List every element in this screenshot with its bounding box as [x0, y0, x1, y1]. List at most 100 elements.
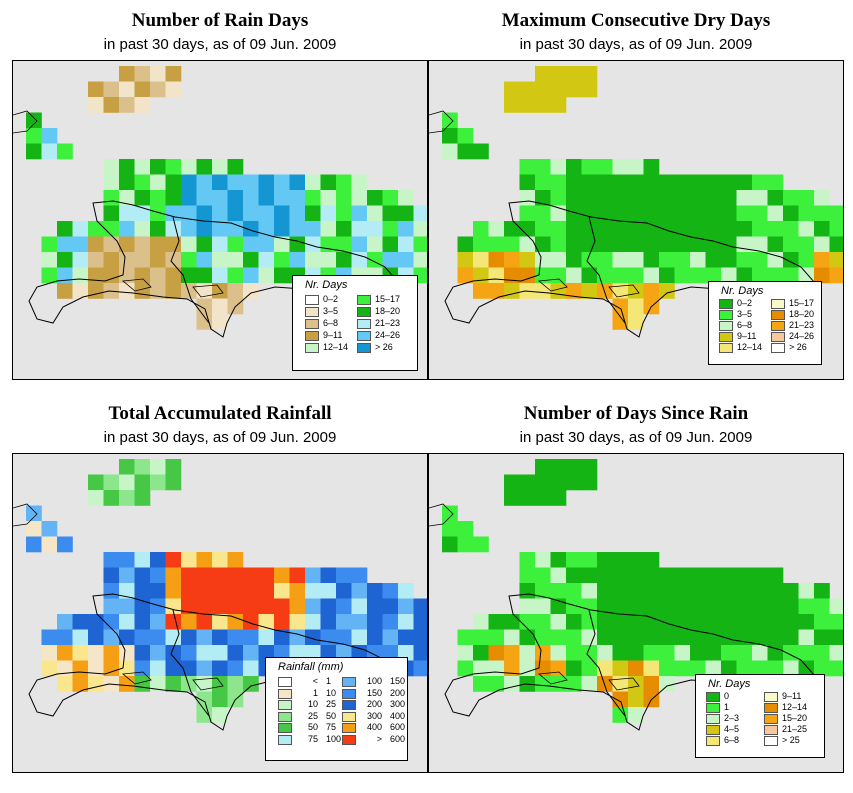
grid-cell [783, 629, 799, 646]
total-rainfall-map [13, 459, 427, 731]
grid-cell [612, 267, 629, 284]
grid-cell [382, 221, 399, 237]
grid-cell [612, 236, 629, 253]
panel-title: Maximum Consecutive Dry Days [501, 10, 771, 31]
grid-cell [41, 660, 58, 677]
grid-cell [413, 614, 427, 630]
grid-cell [550, 552, 567, 568]
grid-cell [581, 567, 598, 584]
grid-cell [550, 190, 567, 206]
grid-cell [212, 567, 228, 584]
grid-cell [227, 660, 244, 677]
grid-cell [566, 660, 582, 677]
grid-cell [628, 629, 644, 646]
grid-cell [535, 205, 551, 222]
grid-cell [736, 583, 753, 599]
grid-cell [212, 190, 228, 206]
grid-cell [457, 660, 474, 677]
grid-cell [212, 298, 228, 315]
map-area [428, 453, 844, 773]
grid-cell [473, 645, 489, 661]
panel-max-dry-days: Maximum Consecutive Dry Days in past 30 … [428, 0, 844, 392]
legend-swatch [764, 703, 778, 713]
grid-cell [382, 236, 399, 253]
grid-cell [227, 221, 244, 237]
grid-cell [581, 252, 598, 268]
grid-cell [196, 267, 213, 284]
grid-cell [442, 521, 458, 537]
grid-cell [721, 629, 737, 646]
grid-cell [597, 583, 613, 599]
grid-cell [752, 614, 768, 630]
grid-cell [196, 221, 213, 237]
grid-cell [690, 660, 706, 677]
legend-swatch [357, 319, 371, 329]
grid-cell [597, 676, 613, 692]
grid-cell [57, 252, 73, 268]
grid-cell [103, 205, 120, 222]
grid-cell [274, 221, 290, 237]
grid-cell [488, 629, 505, 646]
grid-cell [289, 614, 306, 630]
grid-cell [473, 283, 489, 299]
legend-label: 200 300 [366, 699, 406, 710]
grid-cell [767, 174, 784, 191]
grid-cell [643, 174, 660, 191]
grid-cell [736, 252, 753, 268]
grid-cell [752, 205, 768, 222]
grid-cell [550, 252, 567, 268]
grid-cell [721, 614, 737, 630]
grid-cell [57, 236, 73, 253]
lake-outline [538, 278, 568, 292]
legend-title: Nr. Days [305, 279, 348, 291]
grid-cell [103, 645, 120, 661]
grid-cell [382, 645, 399, 661]
grid-cell [165, 459, 182, 475]
legend-swatch [764, 736, 778, 746]
grid-cell [196, 190, 213, 206]
grid-cell [752, 252, 768, 268]
legend-swatch [719, 310, 733, 320]
grid-cell [566, 267, 582, 284]
lake-outline [608, 284, 640, 298]
grid-cell [227, 159, 244, 175]
grid-cell [227, 567, 244, 584]
grid-cell [88, 252, 104, 268]
grid-cell [628, 283, 644, 299]
grid-cell [57, 536, 73, 553]
grid-cell [643, 583, 660, 599]
grid-cell [473, 629, 489, 646]
grid-cell [783, 205, 799, 222]
grid-cell [814, 252, 830, 268]
lake-outline [538, 671, 568, 685]
grid-cell [829, 598, 843, 615]
grid-cell [212, 691, 228, 708]
grid-cell [320, 598, 337, 615]
grid-cell [243, 205, 259, 222]
grid-cell [243, 221, 259, 237]
grid-cell [628, 707, 644, 723]
grid-cell [597, 645, 613, 661]
grid-cell [41, 128, 58, 144]
grid-cell [227, 283, 244, 299]
legend-label: 21–25 [782, 724, 808, 734]
grid-cell [212, 205, 228, 222]
grid-cell [243, 567, 259, 584]
grid-cell [535, 221, 551, 237]
legend-swatch [706, 736, 720, 746]
grid-cell [566, 174, 582, 191]
grid-cell [134, 614, 151, 630]
grid-cell [519, 567, 536, 584]
grid-cell [150, 81, 166, 98]
grid-cell [798, 598, 815, 615]
grid-cell [581, 676, 598, 692]
legend-label: 1 10 [312, 687, 337, 698]
grid-cell [473, 536, 489, 553]
grid-cell [196, 676, 213, 692]
legend-label: 9–11 [323, 330, 343, 340]
grid-cell [597, 221, 613, 237]
grid-cell [382, 614, 399, 630]
grid-cell [814, 205, 830, 222]
grid-cell [597, 236, 613, 253]
grid-cell [212, 614, 228, 630]
